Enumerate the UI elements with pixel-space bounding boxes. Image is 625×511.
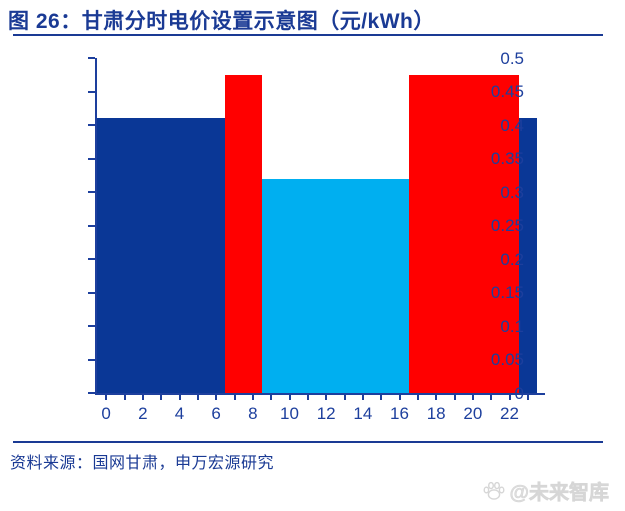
- x-tick-7: [233, 395, 236, 400]
- y-tick-0.25: [88, 224, 95, 227]
- x-tick-11: [306, 395, 309, 400]
- x-tick-6: [215, 395, 218, 400]
- bar-hour-13: [335, 178, 355, 393]
- y-axis-line: [95, 58, 97, 395]
- bar-hour-12: [317, 178, 336, 393]
- y-tick-0.05: [88, 358, 95, 361]
- x-tick-18: [435, 395, 438, 400]
- x-tick-12: [325, 395, 328, 400]
- x-tick-label-6: 6: [211, 404, 221, 423]
- y-tick-0.2: [88, 258, 95, 260]
- y-tick-label-0.45: 0.45: [490, 82, 524, 101]
- y-tick-0: [88, 392, 95, 394]
- x-tick-label-14: 14: [353, 404, 373, 423]
- x-tick-0: [105, 395, 108, 400]
- bar-hour-4: [170, 118, 190, 393]
- x-axis-line: [95, 393, 545, 395]
- x-tick-2: [141, 395, 144, 400]
- x-tick-label-2: 2: [138, 404, 148, 423]
- source-note: 资料来源：国网甘肃，申万宏源研究: [10, 455, 275, 472]
- watermark: @未来智库: [482, 476, 609, 505]
- bar-hour-11: [298, 178, 318, 393]
- bar-hour-8: [243, 74, 263, 393]
- x-tick-15: [380, 395, 383, 400]
- bar-hour-18: [427, 74, 446, 393]
- y-tick-0.5: [88, 57, 95, 59]
- bar-hour-15: [372, 178, 391, 393]
- x-tick-9: [270, 395, 273, 400]
- x-tick-label-22: 22: [500, 404, 519, 423]
- bar-hour-5: [188, 118, 208, 393]
- paw-icon: [482, 480, 506, 502]
- y-tick-0.15: [88, 291, 95, 294]
- x-tick-4: [178, 395, 181, 400]
- bar-hour-1: [115, 118, 135, 393]
- watermark-text: @未来智库: [509, 482, 609, 505]
- x-tick-label-16: 16: [390, 404, 409, 423]
- bar-hour-3: [152, 118, 171, 393]
- x-tick-16: [398, 395, 401, 400]
- title-underline: [13, 34, 603, 37]
- y-tick-label-0.5: 0.5: [500, 48, 524, 68]
- bar-hour-10: [280, 178, 300, 393]
- x-tick-label-8: 8: [248, 404, 258, 423]
- bar-hour-19: [445, 74, 465, 393]
- x-tick-1: [123, 395, 126, 400]
- x-tick-22: [508, 395, 511, 400]
- bar-hour-16: [390, 178, 410, 393]
- x-tick-13: [343, 395, 346, 400]
- y-tick-label-0.05: 0.05: [490, 350, 524, 369]
- bar-hour-17: [408, 74, 428, 393]
- bar-hour-20: [463, 74, 483, 393]
- x-tick-label-10: 10: [280, 404, 299, 423]
- y-tick-label-0: 0: [514, 383, 524, 403]
- y-tick-label-0.1: 0.1: [500, 316, 524, 336]
- bar-hour-0: [97, 118, 116, 393]
- x-tick-20: [471, 395, 474, 400]
- bar-hour-2: [133, 118, 153, 393]
- source-divider-line: [13, 441, 603, 443]
- y-tick-label-0.25: 0.25: [490, 216, 524, 235]
- bar-hour-6: [207, 118, 226, 393]
- x-tick-label-20: 20: [463, 404, 483, 423]
- y-tick-label-0.35: 0.35: [490, 149, 524, 168]
- x-tick-5: [196, 395, 199, 400]
- x-tick-21: [490, 395, 493, 400]
- x-tick-label-0: 0: [101, 404, 111, 423]
- bar-hour-7: [225, 74, 245, 393]
- figure-title: 图 26：甘肃分时电价设置示意图（元/kWh）: [8, 10, 435, 33]
- bar-hour-21: [482, 74, 501, 393]
- x-tick-10: [288, 395, 291, 400]
- x-tick-3: [160, 395, 163, 400]
- bar-hour-9: [262, 178, 281, 393]
- x-tick-23: [526, 395, 529, 400]
- y-tick-0.3: [88, 191, 95, 193]
- y-tick-label-0.4: 0.4: [500, 115, 524, 135]
- x-tick-14: [361, 395, 364, 400]
- bar-hour-14: [353, 178, 373, 393]
- y-tick-label-0.2: 0.2: [500, 249, 524, 269]
- x-tick-label-4: 4: [174, 404, 185, 423]
- y-tick-0.45: [88, 90, 95, 93]
- x-tick-8: [251, 395, 254, 400]
- y-tick-0.35: [88, 157, 95, 160]
- bar-hour-23: [518, 118, 538, 393]
- y-tick-0.1: [88, 325, 95, 327]
- x-tick-17: [416, 395, 419, 400]
- y-tick-label-0.15: 0.15: [490, 283, 524, 302]
- x-tick-label-12: 12: [316, 404, 336, 423]
- x-tick-19: [453, 395, 456, 400]
- bar-hour-22: [500, 74, 520, 393]
- y-tick-label-0.3: 0.3: [500, 182, 524, 202]
- x-tick-label-18: 18: [426, 404, 446, 423]
- y-tick-0.4: [88, 124, 95, 126]
- bar-series: [97, 58, 538, 393]
- bar-chart-plot-area: 0 0.05 0.1 0.15 0.2 0.25 0.3 0.35 0.4 0.45 0.5 0 2 4…: [88, 50, 545, 422]
